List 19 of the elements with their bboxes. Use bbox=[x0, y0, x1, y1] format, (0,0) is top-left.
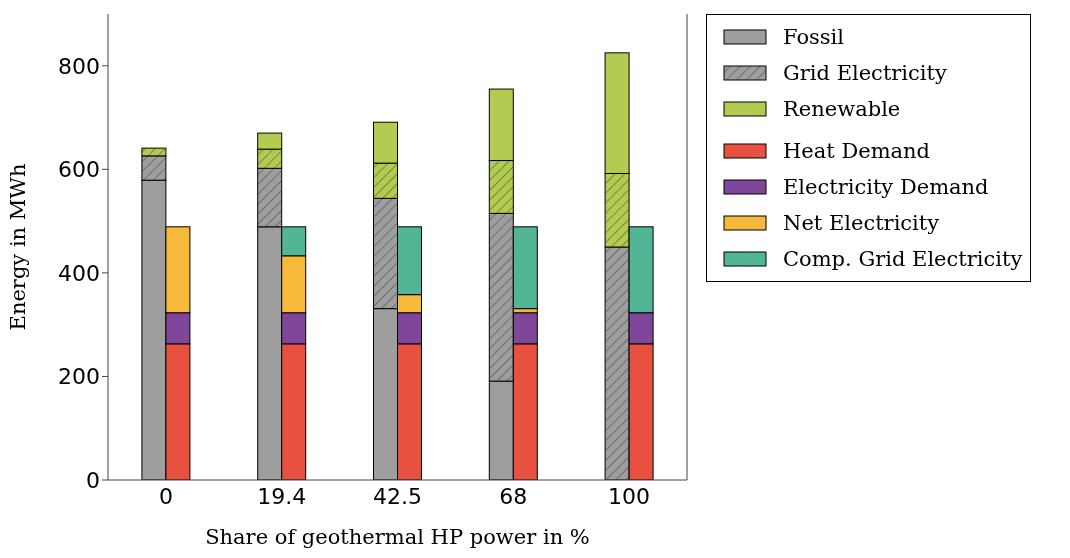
legend-label: Renewable bbox=[783, 97, 901, 121]
y-tick-label: 800 bbox=[58, 53, 100, 79]
x-tick-label: 100 bbox=[608, 483, 651, 509]
y-tick-label: 600 bbox=[58, 157, 100, 183]
y-tick-label: 0 bbox=[86, 467, 100, 493]
legend-label: Grid Electricity bbox=[783, 61, 947, 85]
y-axis-title: Energy in MWh bbox=[6, 163, 31, 331]
x-tick-label: 19.4 bbox=[257, 483, 307, 509]
x-tick-label: 68 bbox=[499, 483, 528, 509]
legend-label: Comp. Grid Electricity bbox=[783, 247, 1023, 271]
legend-label: Heat Demand bbox=[783, 139, 931, 163]
legend-label: Net Electricity bbox=[783, 211, 940, 235]
x-tick-label: 42.5 bbox=[373, 483, 422, 509]
x-tick-label: 0 bbox=[158, 483, 173, 509]
y-tick-label: 200 bbox=[58, 364, 100, 390]
legend-label: Fossil bbox=[783, 25, 845, 49]
x-axis-title: Share of geothermal HP power in % bbox=[205, 525, 590, 549]
legend-label: Electricity Demand bbox=[783, 175, 989, 199]
y-tick-label: 400 bbox=[58, 260, 100, 286]
